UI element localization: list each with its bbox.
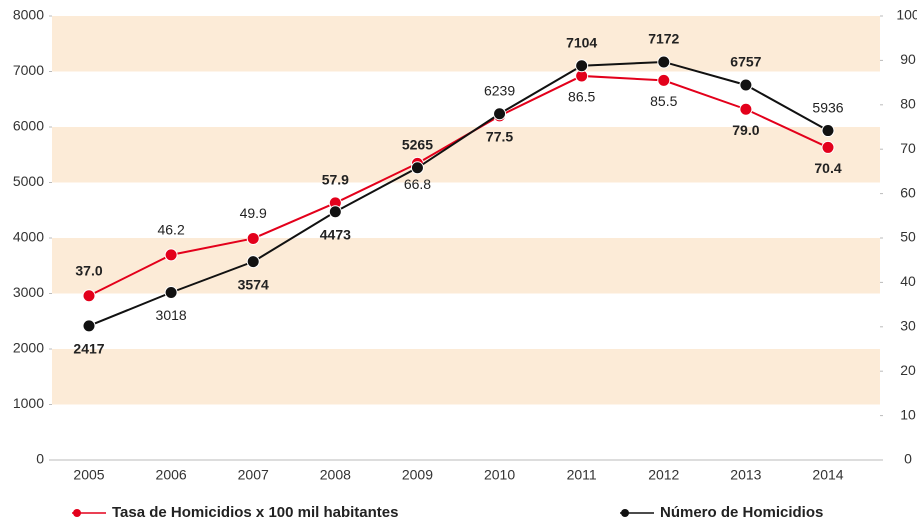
point bbox=[739, 102, 753, 116]
band bbox=[52, 349, 880, 405]
point bbox=[739, 78, 753, 92]
data-label: 66.8 bbox=[404, 176, 431, 192]
y-tick-label: 3000 bbox=[13, 284, 44, 300]
y-tick-label: 8000 bbox=[13, 7, 44, 23]
y2-tick-label: 90 bbox=[900, 51, 916, 67]
legend-marker bbox=[73, 509, 81, 517]
data-label: 5265 bbox=[402, 136, 433, 152]
x-tick-label: 2006 bbox=[156, 467, 187, 483]
data-label: 79.0 bbox=[732, 122, 759, 138]
data-label: 77.5 bbox=[486, 129, 513, 145]
point bbox=[164, 286, 178, 300]
legend-label: Número de Homicidios bbox=[660, 504, 823, 521]
series-line bbox=[88, 60, 829, 327]
band bbox=[52, 16, 880, 72]
data-label: 86.5 bbox=[568, 89, 595, 105]
point bbox=[410, 161, 424, 175]
y-tick-label: 2000 bbox=[13, 340, 44, 356]
point bbox=[246, 255, 260, 269]
x-tick-label: 2014 bbox=[812, 467, 843, 483]
legend-label: Tasa de Homicidios x 100 mil habitantes bbox=[112, 504, 399, 521]
y-tick-label: 5000 bbox=[13, 173, 44, 189]
y-tick-label: 4000 bbox=[13, 229, 44, 245]
x-tick-label: 2005 bbox=[73, 467, 104, 483]
point bbox=[328, 205, 342, 219]
data-label: 49.9 bbox=[240, 205, 267, 221]
data-label: 5936 bbox=[812, 99, 843, 115]
x-tick-label: 2007 bbox=[238, 467, 269, 483]
x-tick-label: 2012 bbox=[648, 467, 679, 483]
point bbox=[82, 319, 96, 333]
data-label: 46.2 bbox=[157, 222, 184, 238]
x-tick-label: 2010 bbox=[484, 467, 515, 483]
y2-tick-label: 50 bbox=[900, 229, 916, 245]
data-label: 4473 bbox=[320, 226, 351, 242]
point bbox=[821, 140, 835, 154]
x-tick-label: 2008 bbox=[320, 467, 351, 483]
point bbox=[657, 73, 671, 87]
data-label: 85.5 bbox=[650, 93, 677, 109]
band bbox=[52, 238, 880, 294]
y-tick-label: 6000 bbox=[13, 118, 44, 134]
data-label: 6757 bbox=[730, 54, 761, 70]
y2-tick-label: 10 bbox=[900, 406, 916, 422]
y2-tick-label: 70 bbox=[900, 140, 916, 156]
y2-tick-label: 40 bbox=[900, 273, 916, 289]
data-label: 3574 bbox=[238, 276, 269, 292]
point bbox=[575, 59, 589, 73]
point bbox=[246, 231, 260, 245]
point bbox=[164, 248, 178, 262]
legend-marker bbox=[621, 509, 629, 517]
data-label: 7172 bbox=[648, 31, 679, 47]
point bbox=[657, 55, 671, 69]
y-tick-label: 1000 bbox=[13, 395, 44, 411]
data-label: 70.4 bbox=[814, 160, 841, 176]
data-label: 37.0 bbox=[75, 262, 102, 278]
point bbox=[821, 124, 835, 138]
data-label: 57.9 bbox=[322, 172, 349, 188]
point bbox=[82, 289, 96, 303]
data-label: 2417 bbox=[73, 341, 104, 357]
y2-tick-label: 30 bbox=[900, 318, 916, 334]
y-tick-label: 7000 bbox=[13, 62, 44, 78]
data-label: 3018 bbox=[156, 307, 187, 323]
y2-tick-label: 60 bbox=[900, 184, 916, 200]
y2-tick-label: 80 bbox=[900, 96, 916, 112]
x-tick-label: 2011 bbox=[567, 467, 597, 483]
y2-tick-label: 0 bbox=[904, 451, 912, 467]
x-tick-label: 2013 bbox=[730, 467, 761, 483]
y2-tick-label: 20 bbox=[900, 362, 916, 378]
data-label: 7104 bbox=[566, 34, 597, 50]
data-label: 6239 bbox=[484, 82, 515, 98]
point bbox=[493, 107, 507, 121]
y2-tick-label: 100 bbox=[896, 7, 917, 23]
x-tick-label: 2009 bbox=[402, 467, 433, 483]
y-tick-label: 0 bbox=[36, 451, 44, 467]
